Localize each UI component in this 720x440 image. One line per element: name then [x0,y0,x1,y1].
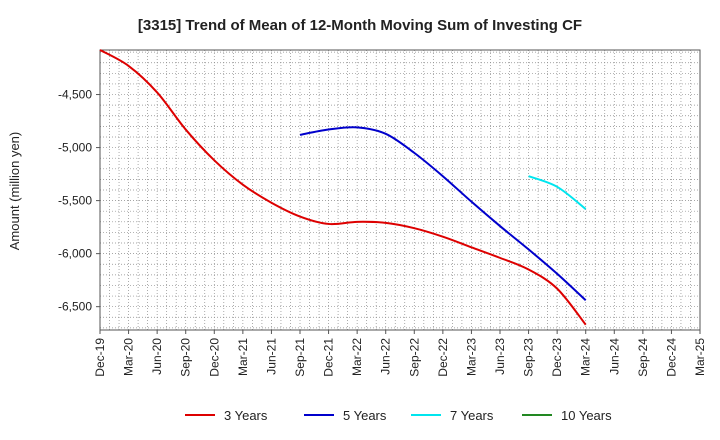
x-tick-label: Mar-25 [693,338,707,376]
x-ticks: Dec-19 Mar-20 Jun-20 Sep-20 Dec-20 Mar-21 Jun-… [93,330,707,377]
series-line-5-years [299,126,587,302]
x-tick-label: Sep-20 [179,338,193,377]
x-tick-label: Dec-22 [436,338,450,377]
x-tick-label: Dec-19 [93,338,107,377]
x-tick-label: Sep-21 [293,338,307,377]
y-tick-label: -6,000 [58,247,92,261]
y-axis-label: Amount (million yen) [7,132,22,251]
y-tick-label: -5,500 [58,194,92,208]
legend-label-7-years: 7 Years [450,408,494,423]
x-tick-label: Sep-23 [522,338,536,377]
y-tick-label: -4,500 [58,88,92,102]
chart-title: [3315] Trend of Mean of 12-Month Moving … [138,17,582,34]
legend: 3 Years 5 Years 7 Years 10 Years [185,408,612,423]
x-tick-label: Mar-23 [464,338,478,376]
y-tick-label: -5,000 [58,141,92,155]
series-line-7-years [528,175,587,210]
legend-label-5-years: 5 Years [343,408,387,423]
plot-frame [99,49,701,331]
x-tick-label: Dec-24 [664,338,678,377]
x-tick-label: Jun-22 [379,338,393,375]
y-ticks: -4,500 -5,000 -5,500 -6,000 -6,500 [58,88,100,314]
x-tick-label: Mar-21 [236,338,250,376]
x-tick-label: Jun-21 [264,338,278,375]
y-tick-label: -6,500 [58,300,92,314]
x-tick-label: Jun-23 [493,338,507,375]
series-line-3-years [99,49,587,326]
legend-label-3-years: 3 Years [224,408,268,423]
x-tick-label: Mar-20 [122,338,136,376]
x-tick-label: Dec-20 [207,338,221,377]
legend-label-10-years: 10 Years [561,408,612,423]
x-tick-label: Mar-22 [350,338,364,376]
x-tick-label: Sep-22 [407,338,421,377]
x-tick-label: Dec-21 [322,338,336,377]
x-tick-label: Jun-24 [607,338,621,375]
series-lines [99,49,587,326]
x-tick-label: Mar-24 [579,338,593,376]
x-tick-label: Dec-23 [550,338,564,377]
grid [100,50,700,330]
x-tick-label: Sep-24 [636,338,650,377]
x-tick-label: Jun-20 [150,338,164,375]
